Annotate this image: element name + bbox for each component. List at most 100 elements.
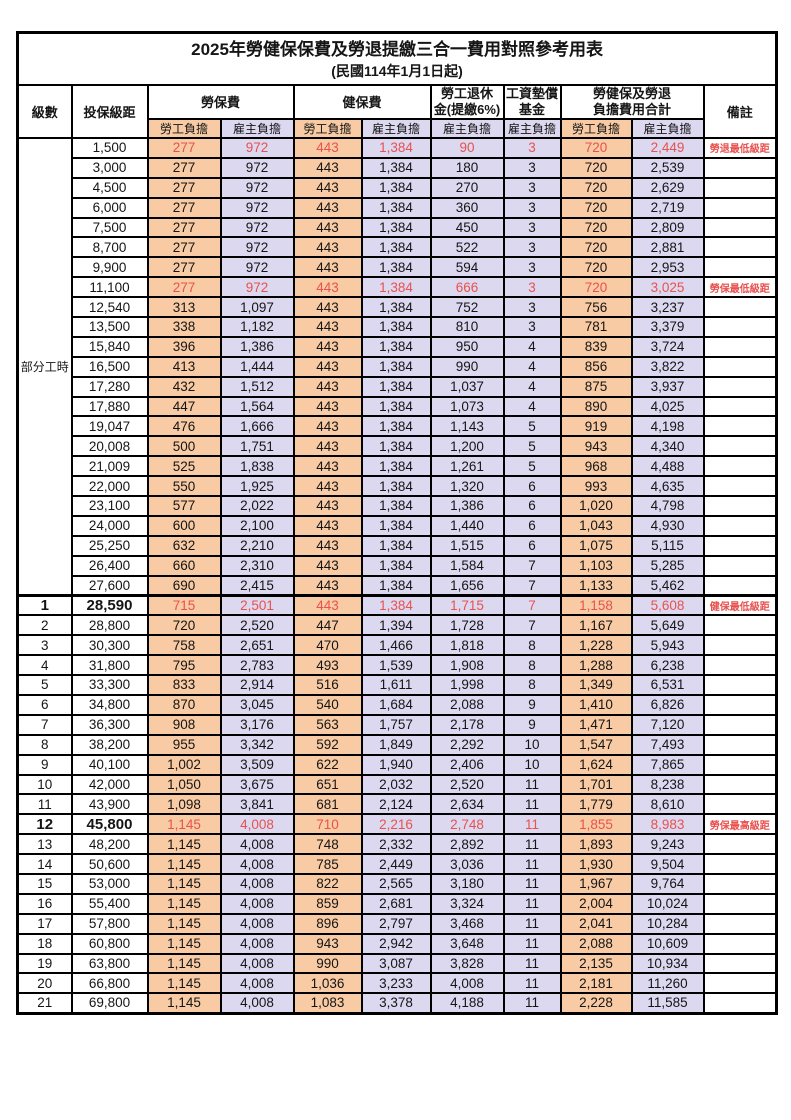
bracket-cell: 16,500: [70, 355, 149, 378]
bracket-cell: 30,300: [70, 634, 149, 657]
health-employer-cell: 2,565: [360, 872, 432, 895]
health-employer-cell: 3,233: [360, 972, 432, 995]
group-header-row: 級數 投保級距 勞保費 健保費 勞工退休 金(提繳6%) 工資墊償 基金 勞健保…: [16, 83, 778, 139]
health-employee-cell: 622: [292, 753, 363, 776]
remark-cell: 勞保最高級距: [702, 813, 778, 836]
pension-employer-cell: 2,292: [429, 733, 505, 756]
title-line-1: 2025年勞健保保費及勞退提繳三合一費用對照參考用表: [191, 40, 603, 60]
remark-cell: [702, 296, 778, 319]
total-employer-cell: 8,610: [630, 793, 705, 816]
table-row: 18 60,800 1,145 4,008 943 2,942 3,648 11…: [16, 932, 778, 955]
total-employee-cell: 1,103: [559, 554, 633, 577]
subheader-total-employee: 勞工負擔: [559, 118, 633, 139]
health-employer-cell: 1,384: [360, 176, 432, 199]
labor-employer-cell: 2,415: [219, 574, 295, 597]
remark-cell: 健保最低級距: [702, 593, 778, 617]
health-employee-cell: 443: [292, 316, 363, 338]
remark-cell: [702, 395, 778, 418]
pension-employer-cell: 1,715: [429, 593, 505, 617]
health-employer-cell: 2,032: [360, 773, 432, 796]
bracket-cell: 8,700: [70, 236, 149, 259]
table-row: 1 28,590 715 2,501 443 1,384 1,715 7 1,1…: [16, 593, 778, 617]
health-employee-cell: 447: [292, 614, 363, 637]
table-row: 22,000 550 1,925 443 1,384 1,320 6 993 4…: [18, 475, 778, 498]
health-employee-cell: 493: [292, 654, 363, 677]
wage-fund-employer-cell: 6: [502, 475, 562, 498]
wage-fund-employer-cell: 11: [502, 972, 562, 995]
table-row: 8 38,200 955 3,342 592 1,849 2,292 10 1,…: [16, 733, 778, 756]
bracket-cell: 11,100: [70, 276, 149, 299]
table-body: 部分工時 1,500 277 972 443 1,384 90 3 720 2,…: [16, 136, 778, 1015]
level-cell: 11: [16, 793, 73, 816]
labor-employee-cell: 277: [146, 236, 222, 259]
table-row: 20 66,800 1,145 4,008 1,036 3,233 4,008 …: [16, 972, 778, 995]
health-employee-cell: 443: [292, 176, 363, 199]
labor-employee-cell: 720: [146, 614, 222, 637]
labor-employer-cell: 2,022: [219, 495, 295, 517]
fee-comparison-sheet: 2025年勞健保保費及勞退提繳三合一費用對照參考用表 (民國114年1月1日起)…: [16, 31, 779, 1015]
pension-employer-cell: 1,143: [429, 415, 505, 438]
table-title: 2025年勞健保保費及勞退提繳三合一費用對照參考用表 (民國114年1月1日起): [16, 31, 778, 86]
labor-employee-cell: 277: [146, 196, 222, 219]
labor-employee-cell: 1,145: [146, 813, 222, 836]
total-employer-cell: 2,719: [630, 196, 705, 219]
wage-fund-employer-cell: 9: [502, 713, 562, 736]
total-employer-cell: 3,025: [630, 276, 705, 299]
total-employer-cell: 5,649: [630, 614, 705, 637]
labor-employee-cell: 277: [146, 156, 222, 179]
total-employee-cell: 720: [559, 156, 633, 179]
health-employee-cell: 1,083: [292, 992, 363, 1015]
labor-employer-cell: 4,008: [219, 892, 295, 915]
level-cell: 7: [16, 713, 73, 736]
labor-employee-cell: 908: [146, 713, 222, 736]
wage-fund-employer-cell: 7: [502, 574, 562, 597]
bracket-cell: 27,600: [70, 574, 149, 597]
labor-employee-cell: 447: [146, 395, 222, 418]
bracket-cell: 7,500: [70, 216, 149, 239]
wage-fund-employer-cell: 3: [502, 176, 562, 199]
total-employee-cell: 1,167: [559, 614, 633, 637]
part-time-group-cell: 部分工時: [16, 136, 73, 597]
labor-employer-cell: 972: [219, 196, 295, 219]
header-pension: 勞工退休 金(提繳6%): [429, 83, 505, 120]
subheader-total-employer: 雇主負擔: [630, 118, 705, 139]
total-employee-cell: 756: [559, 296, 633, 319]
remark-cell: [702, 713, 778, 736]
pension-employer-cell: 1,908: [429, 654, 505, 677]
health-employee-cell: 563: [292, 713, 363, 736]
health-employer-cell: 2,942: [360, 932, 432, 955]
table-row: 17 57,800 1,145 4,008 896 2,797 3,468 11…: [16, 912, 778, 935]
health-employee-cell: 443: [292, 455, 363, 478]
total-employer-cell: 10,284: [630, 912, 705, 935]
wage-fund-employer-cell: 7: [502, 554, 562, 577]
health-employer-cell: 1,384: [360, 534, 432, 557]
wage-fund-employer-cell: 8: [502, 634, 562, 657]
labor-employee-cell: 432: [146, 375, 222, 398]
wage-fund-employer-cell: 11: [502, 912, 562, 935]
table-row: 12 45,800 1,145 4,008 710 2,216 2,748 11…: [16, 813, 778, 836]
pension-employer-cell: 2,892: [429, 833, 505, 856]
remark-cell: [702, 872, 778, 895]
bracket-cell: 15,840: [70, 335, 149, 358]
labor-employee-cell: 1,145: [146, 972, 222, 995]
pension-employer-cell: 666: [429, 276, 505, 299]
labor-employer-cell: 1,564: [219, 395, 295, 418]
bracket-cell: 3,000: [70, 156, 149, 179]
table-row: 部分工時 1,500 277 972 443 1,384 90 3 720 2,…: [16, 136, 778, 597]
header-wage-fund: 工資墊償 基金: [502, 83, 562, 120]
remark-cell: [702, 176, 778, 199]
labor-employer-cell: 4,008: [219, 872, 295, 895]
header-total: 勞健保及勞退 負擔費用合計: [559, 83, 705, 120]
health-employer-cell: 1,466: [360, 634, 432, 657]
total-employer-cell: 2,449: [630, 137, 705, 159]
total-employer-cell: 6,531: [630, 674, 705, 696]
wage-fund-employer-cell: 3: [502, 196, 562, 219]
wage-fund-employer-cell: 11: [502, 853, 562, 875]
labor-employer-cell: 2,501: [219, 593, 295, 617]
table-row: 7,500 277 972 443 1,384 450 3 720 2,809: [18, 216, 778, 239]
health-employee-cell: 443: [292, 514, 363, 537]
pension-employer-cell: 3,324: [429, 892, 505, 915]
wage-fund-employer-cell: 11: [502, 793, 562, 816]
health-employer-cell: 1,384: [360, 415, 432, 438]
bracket-cell: 12,540: [70, 296, 149, 319]
